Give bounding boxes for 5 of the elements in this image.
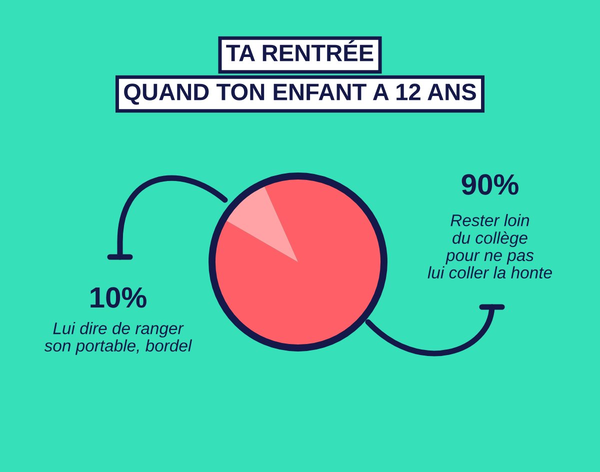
slice-label: Lui dire de ranger son portable, bordel [44,322,192,355]
data-label: 90% [462,174,518,195]
slice-label: Rester loin du collège pour ne pas lui coller la honte [428,214,552,279]
chart-title: TA RENTRÉE QUAND TON ENFANT A 12 ANS [124,40,476,105]
data-label: 10% [90,287,146,308]
